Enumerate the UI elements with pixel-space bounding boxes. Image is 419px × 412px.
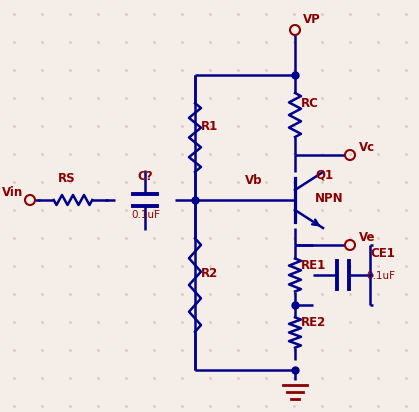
Text: C?: C? (137, 170, 153, 183)
Text: Vin: Vin (2, 186, 23, 199)
Text: NPN: NPN (315, 192, 344, 205)
Text: Vb: Vb (245, 174, 262, 187)
Text: RE1: RE1 (301, 259, 326, 272)
Text: Q1: Q1 (315, 168, 333, 181)
Text: 0.1uF: 0.1uF (131, 210, 160, 220)
Text: RE2: RE2 (301, 316, 326, 330)
Text: RC: RC (301, 97, 319, 110)
Text: CE1: CE1 (370, 247, 396, 260)
Text: VP: VP (303, 13, 321, 26)
Text: Ve: Ve (359, 231, 375, 244)
Text: RS: RS (58, 172, 75, 185)
Text: R1: R1 (201, 119, 218, 133)
Text: R2: R2 (201, 267, 218, 280)
Text: 0.1uF: 0.1uF (367, 271, 396, 281)
Text: Vc: Vc (359, 141, 375, 154)
